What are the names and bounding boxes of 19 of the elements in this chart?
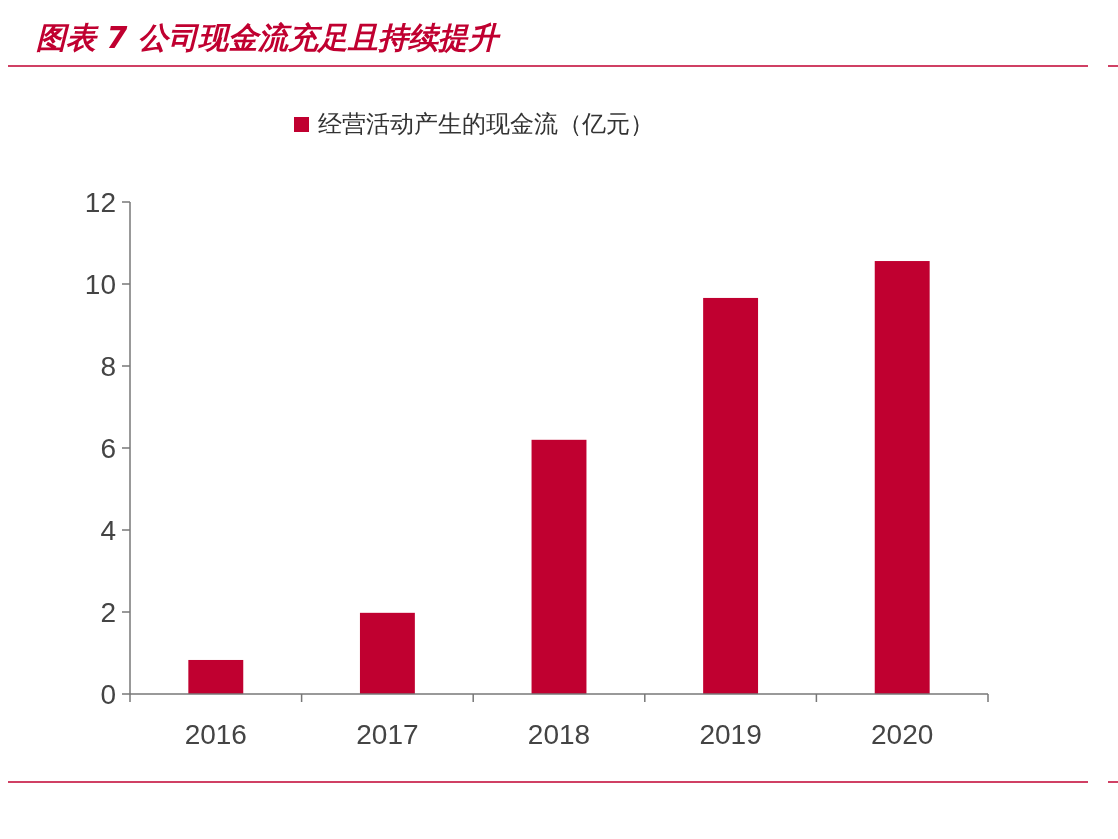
- bar: [874, 261, 930, 694]
- x-tick-label: 2017: [356, 719, 419, 750]
- x-tick-label: 2016: [184, 719, 247, 750]
- chart-title: 图表 7 公司现金流充足且持续提升: [36, 20, 501, 55]
- x-tick-label: 2019: [699, 719, 762, 750]
- y-tick-label: 6: [100, 432, 116, 464]
- y-tick-label: 8: [100, 350, 116, 382]
- y-tick-label: 0: [100, 678, 116, 710]
- x-tick-label: 2018: [527, 719, 591, 750]
- y-tick-label: 2: [100, 596, 116, 628]
- bar: [359, 612, 415, 694]
- legend-label: 经营活动产生的现金流（亿元）: [318, 110, 654, 138]
- y-tick-label: 12: [84, 186, 116, 218]
- x-tick-label: 2020: [871, 719, 934, 750]
- y-tick-label: 10: [84, 268, 116, 300]
- bar: [531, 439, 587, 694]
- bar: [703, 297, 759, 694]
- bar: [188, 659, 244, 694]
- y-tick-label: 4: [100, 514, 116, 546]
